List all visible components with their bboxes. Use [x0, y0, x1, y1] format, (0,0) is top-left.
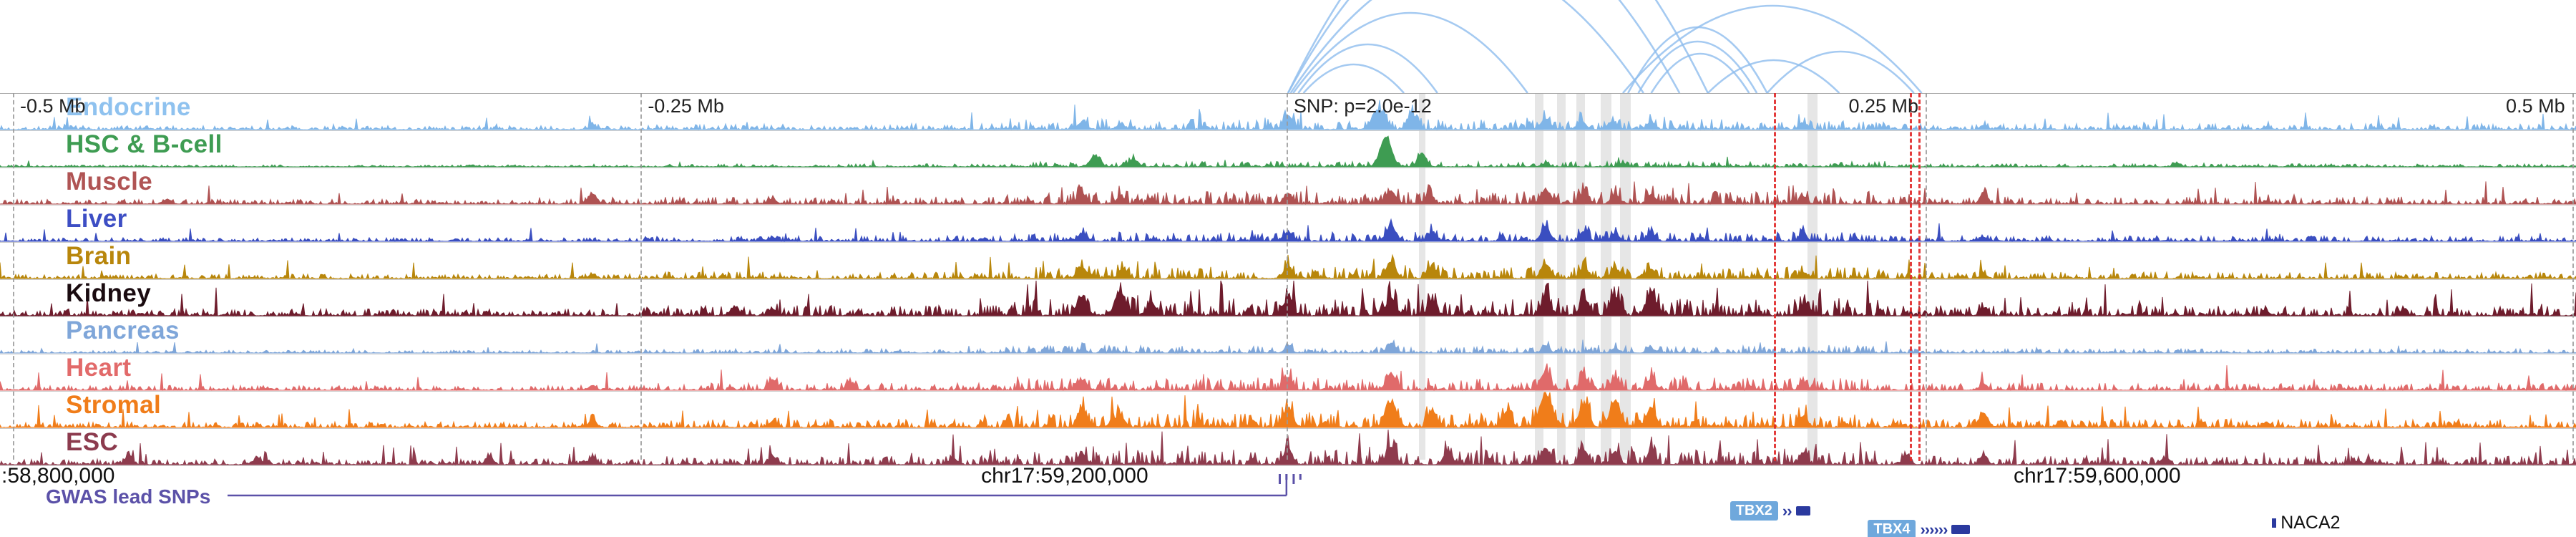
track-signal: [0, 135, 2576, 168]
track-row-endocrine[interactable]: Endocrine: [0, 93, 2576, 131]
gene-name-box[interactable]: TBX2: [1729, 501, 1778, 521]
signal-path: [0, 100, 2576, 130]
track-row-heart[interactable]: Heart: [0, 354, 2576, 392]
axis-right-coordinate: chr17:59,600,000: [2013, 464, 2181, 488]
interaction-arc: [1622, 4, 1923, 93]
track-row-muscle[interactable]: Muscle: [0, 168, 2576, 205]
track-signal: [0, 218, 2576, 242]
gene-exon-block: [1951, 525, 1971, 534]
track-row-pancreas[interactable]: Pancreas: [0, 316, 2576, 354]
ruler-tick-label: -0.25 Mb: [648, 95, 724, 117]
interaction-arc: [1637, 40, 1758, 93]
track-label: HSC & B-cell: [66, 130, 223, 158]
signal-path: [0, 181, 2576, 205]
signal-path: [0, 135, 2576, 168]
signal-path: [0, 339, 2576, 354]
track-row-liver[interactable]: Liver: [0, 205, 2576, 243]
gwas-lead-snps-label: GWAS lead SNPs: [46, 485, 211, 508]
track-label: ESC: [66, 428, 119, 456]
interaction-arc: [1302, 63, 1405, 93]
track-row-brain[interactable]: Brain: [0, 242, 2576, 280]
track-row-stromal[interactable]: Stromal: [0, 391, 2576, 429]
track-label: Brain: [66, 242, 132, 270]
track-signal: [0, 339, 2576, 354]
gene-strand-arrows-icon: ››››››: [1920, 520, 1948, 537]
interaction-arc: [1707, 59, 1840, 93]
signal-path: [0, 218, 2576, 242]
gene-exon-block: [1795, 506, 1810, 516]
axis-center-coordinate: chr17:59,200,000: [981, 464, 1148, 488]
track-signal: [0, 181, 2576, 205]
track-signal: [0, 363, 2576, 391]
track-label: Kidney: [66, 279, 152, 307]
signal-path: [0, 429, 2576, 465]
gene-tbx4[interactable]: TBX4 ››››››: [1868, 520, 1971, 537]
track-label: Liver: [66, 205, 127, 233]
gwas-lead-snps-track: [228, 474, 1302, 497]
interaction-arc: [1650, 52, 1750, 93]
track-signal: [0, 280, 2576, 316]
track-label: Heart: [66, 354, 132, 382]
signal-path: [0, 253, 2576, 279]
track-label: Stromal: [66, 391, 162, 419]
interaction-arc: [1289, 0, 1644, 93]
track-signal: [0, 100, 2576, 130]
gene-name-text: NACA2: [2280, 513, 2341, 533]
gene-exon-block: [2272, 518, 2277, 528]
track-signal: [0, 392, 2576, 428]
track-signal: [0, 429, 2576, 465]
ruler-tick-label: -0.5 Mb: [20, 95, 86, 117]
gene-tbx2[interactable]: TBX2 ››: [1729, 501, 1810, 521]
track-label: Endocrine: [66, 93, 191, 121]
ruler-tick-label: 0.25 Mb: [1848, 95, 1918, 117]
gene-name-box[interactable]: TBX4: [1868, 520, 1916, 537]
axis-left-coordinate: :58,800,000: [1, 464, 115, 488]
interaction-arc: [1766, 50, 1915, 93]
gene-naca2[interactable]: NACA2: [2272, 513, 2341, 533]
interaction-arc: [1292, 11, 1528, 93]
signal-path: [0, 363, 2576, 391]
ruler-tick-label: SNP: p=2.0e-12: [1293, 95, 1432, 117]
signal-path: [0, 280, 2576, 316]
track-signal: [0, 253, 2576, 279]
track-label: Muscle: [66, 168, 153, 195]
signal-tracks: Endocrine HSC & B-cell Muscle Liver Brain Kid…: [0, 93, 2576, 466]
ruler-tick-label: 0.5 Mb: [2506, 95, 2565, 117]
interaction-arc: [1627, 26, 1768, 93]
interaction-arc: [1287, 0, 1681, 93]
track-row-hsc-b-cell[interactable]: HSC & B-cell: [0, 130, 2576, 168]
interaction-arc: [1297, 43, 1438, 93]
track-row-kidney[interactable]: Kidney: [0, 279, 2576, 317]
gene-strand-arrows-icon: ››: [1782, 501, 1792, 520]
ruler: -0.5 Mb -0.25 Mb SNP: p=2.0e-12 0.25 Mb 0.5 …: [0, 95, 2576, 124]
track-label: Pancreas: [66, 316, 180, 344]
signal-path: [0, 392, 2576, 428]
interaction-arcs: [1287, 0, 1923, 93]
track-row-esc[interactable]: ESC: [0, 428, 2576, 466]
